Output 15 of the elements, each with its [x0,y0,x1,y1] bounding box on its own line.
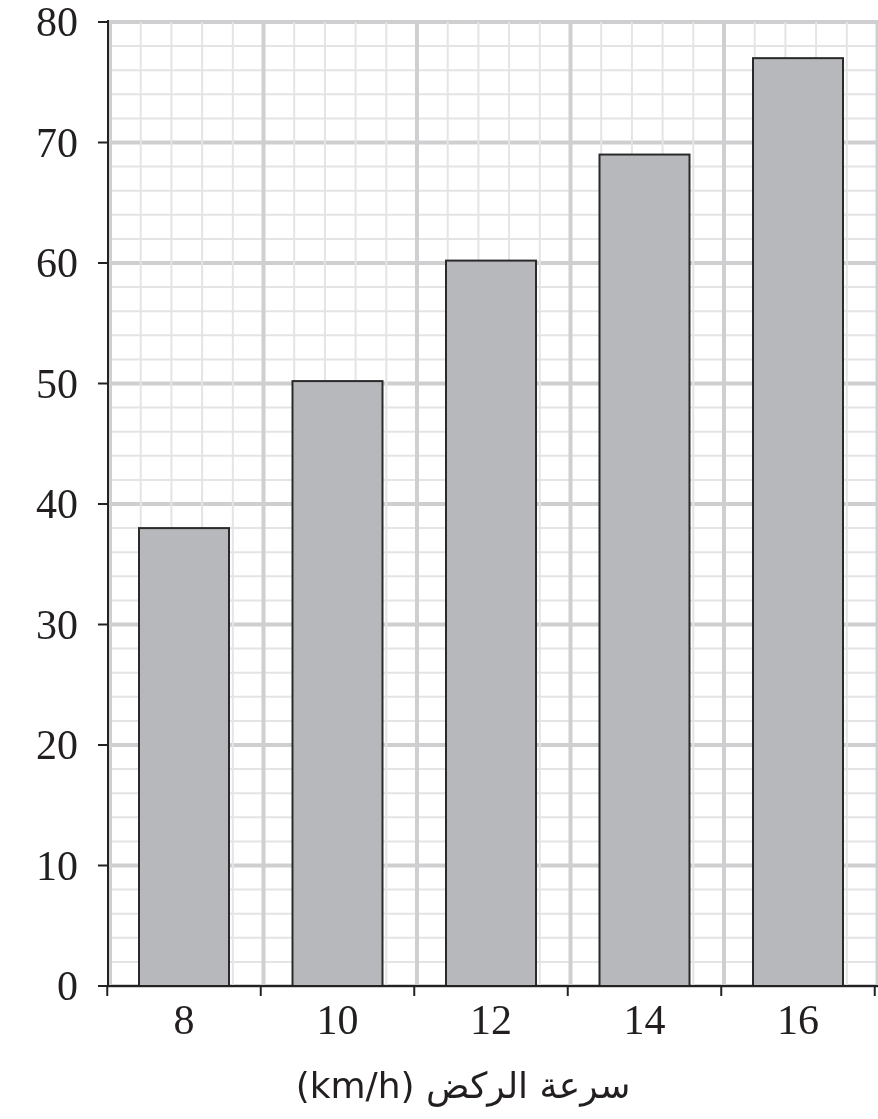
y-tick-label: 50 [36,360,78,407]
y-tick-label: 70 [36,119,78,166]
x-axis-title: سرعة الركض (km/h) [295,1065,631,1107]
y-tick-label: 60 [36,240,78,286]
y-tick-label: 0 [57,963,78,1009]
x-tick-label: 14 [623,997,666,1043]
y-tick-label: 20 [36,722,78,768]
y-tick-label: 40 [36,481,78,527]
x-tick-label: 12 [470,997,512,1043]
x-tick-label: 8 [173,997,195,1043]
y-tick-label: 80 [36,0,78,45]
y-tick-label: 30 [36,601,78,648]
x-tick-label: 16 [777,997,819,1043]
y-tick-label: 10 [36,842,78,889]
x-tick-label: 10 [316,997,359,1043]
